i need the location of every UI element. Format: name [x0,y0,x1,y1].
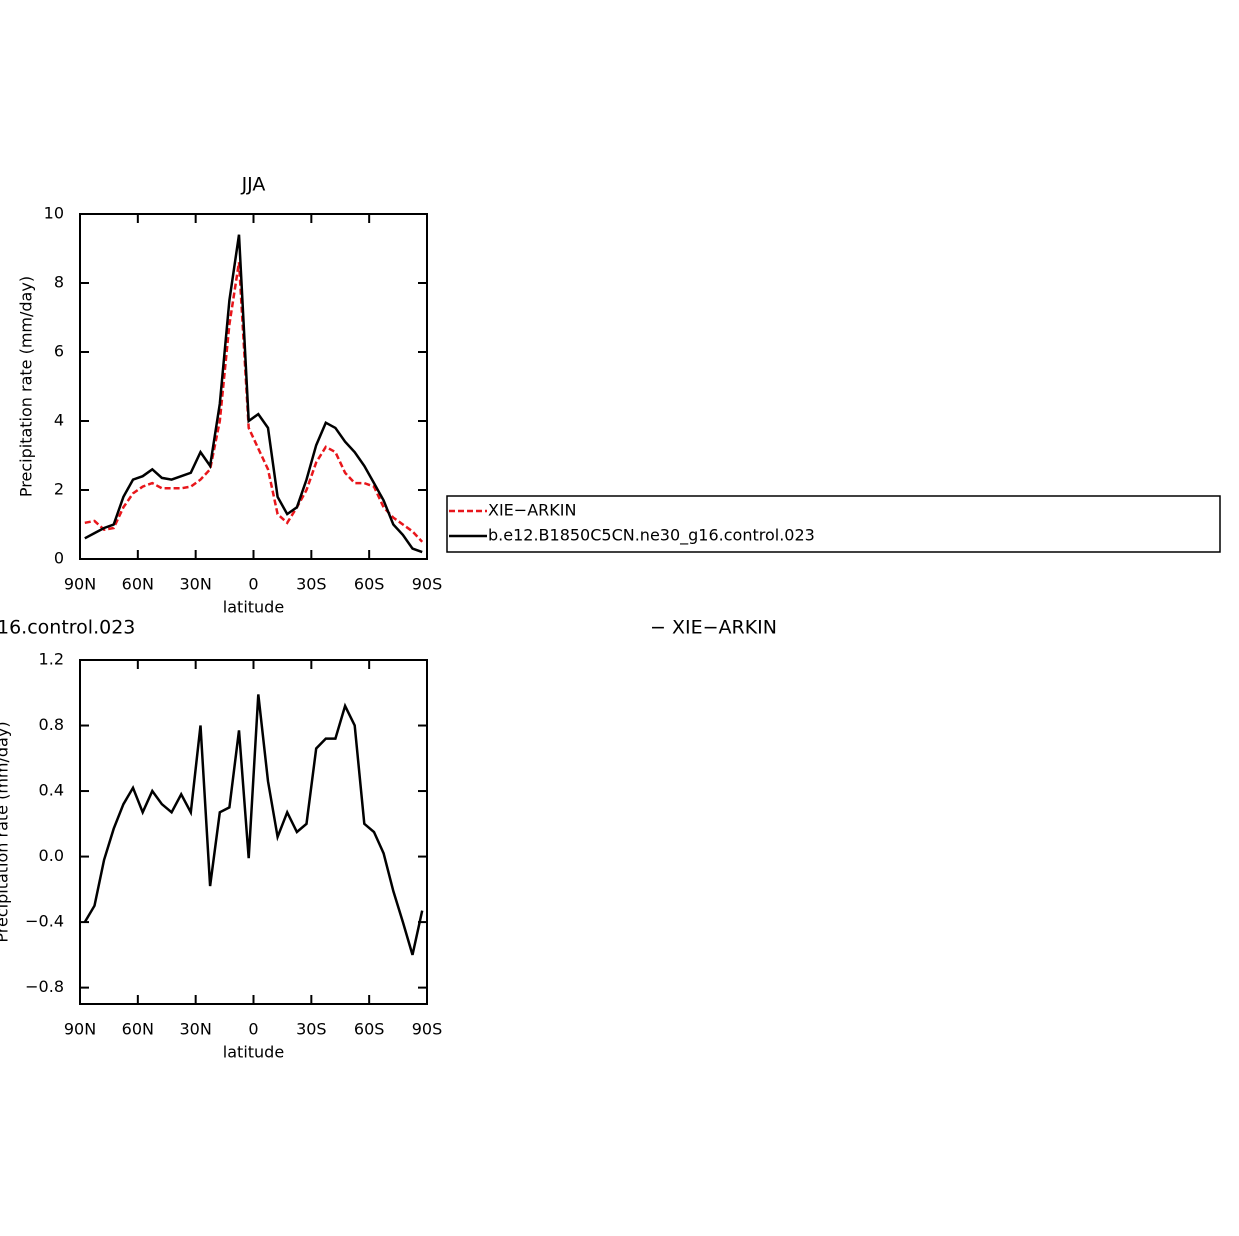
y-tick-label: 10 [44,204,64,223]
chart-title: JJA [241,174,266,196]
chart-title-fragment: − XIE−ARKIN [650,617,777,639]
x-tick-label: 30N [180,575,212,594]
y-axis-label: Precipitation rate (mm/day) [0,721,12,942]
y-tick-label: −0.4 [25,912,64,931]
y-tick-label: 4 [54,411,64,430]
y-tick-label: 0.0 [39,846,64,865]
x-tick-label: 90S [412,575,443,594]
chart-title-fragment: 16.control.023 [0,617,135,639]
x-tick-label: 60S [354,1020,385,1039]
x-tick-label: 30S [296,575,327,594]
y-tick-label: 8 [54,273,64,292]
x-axis-label: latitude [223,1043,284,1062]
x-tick-label: 60S [354,575,385,594]
x-axis-label: latitude [223,598,284,617]
data-line [83,694,424,956]
y-axis-label: Precipitation rate (mm/day) [17,276,36,497]
y-axis-label-clip: Precipitation rate (mm/day) [0,721,12,942]
legend-label: b.e12.B1850C5CN.ne30_g16.control.023 [488,526,815,546]
x-tick-label: 0 [248,1020,258,1039]
legend-box [446,495,1221,553]
data-line [84,262,424,543]
x-tick-label: 30S [296,1020,327,1039]
x-tick-label: 60N [122,575,154,594]
x-tick-label: 90N [64,575,96,594]
data-line [84,234,423,554]
y-tick-label: 2 [54,480,64,499]
y-tick-label: −0.8 [25,977,64,996]
plot-frame [79,213,428,560]
x-tick-label: 90S [412,1020,443,1039]
y-tick-label: 1.2 [39,650,64,669]
x-tick-label: 30N [180,1020,212,1039]
x-tick-label: 90N [64,1020,96,1039]
y-tick-label: 0.8 [39,715,64,734]
y-tick-label: 6 [54,342,64,361]
y-tick-label: 0.4 [39,781,64,800]
y-tick-label: 0 [54,549,64,568]
x-tick-label: 60N [122,1020,154,1039]
x-tick-label: 0 [248,575,258,594]
legend-label: XIE−ARKIN [488,501,576,520]
